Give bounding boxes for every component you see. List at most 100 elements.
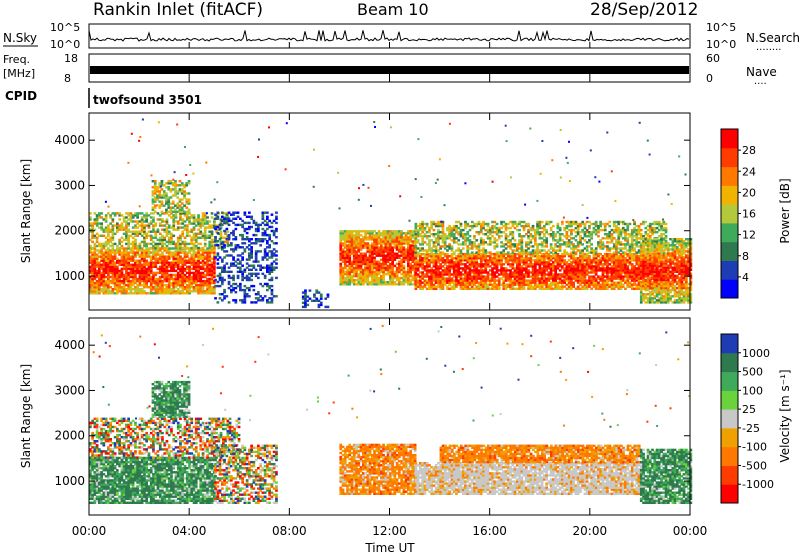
power-cell: [149, 277, 153, 281]
power-cell: [203, 279, 207, 283]
power-cell: [93, 273, 97, 277]
power-cell: [109, 230, 112, 233]
power-cell: [145, 236, 148, 239]
power-cell: [326, 293, 330, 296]
power-cell: [109, 249, 112, 252]
power-cell: [567, 271, 571, 274]
power-cell: [232, 258, 235, 261]
power-cell: [174, 261, 178, 264]
power-cell: [98, 288, 101, 291]
power-cell: [162, 194, 166, 197]
power-cell: [398, 236, 401, 239]
power-cell: [348, 258, 352, 261]
power-cell: [275, 229, 278, 233]
power-cell: [201, 253, 205, 256]
power-cell: [170, 232, 173, 235]
power-cell: [118, 290, 121, 293]
power-cell: [339, 266, 343, 270]
power-cell: [91, 286, 94, 289]
power-cell: [170, 238, 173, 242]
power-cell: [147, 292, 151, 295]
power-cell: [201, 220, 205, 223]
power-cell: [194, 236, 198, 239]
power-cell: [145, 275, 148, 279]
power-cell: [104, 292, 108, 295]
power-cell: [156, 244, 160, 248]
power-cell: [185, 267, 189, 271]
power-cell: [181, 251, 185, 254]
power-cell: [341, 232, 345, 235]
power-cell: [364, 256, 367, 259]
power-cell: [138, 267, 142, 271]
power-cell: [163, 292, 167, 295]
power-cell: [154, 244, 158, 248]
power-cell: [109, 255, 112, 258]
power-cell: [450, 265, 454, 268]
power-cell: [176, 292, 180, 295]
power-cell: [140, 220, 144, 223]
power-cell: [181, 271, 185, 275]
power-cell: [104, 228, 108, 231]
power-cell: [91, 224, 94, 227]
power-cell: [270, 229, 274, 233]
power-cell: [143, 279, 146, 283]
power-cell: [594, 271, 598, 274]
power-cell: [109, 222, 112, 225]
power-cell: [181, 279, 185, 283]
power-cell: [208, 279, 212, 283]
power-cell: [151, 200, 155, 203]
power-cell: [203, 228, 207, 231]
cpid-text: twofsound 3501: [93, 93, 202, 107]
power-cell: [179, 214, 182, 217]
power-cell: [352, 254, 356, 257]
power-cell: [95, 273, 99, 277]
power-cell: [343, 230, 347, 233]
power-cell: [104, 218, 108, 221]
power-cell: [138, 269, 142, 273]
power-cell: [352, 256, 356, 259]
power-cell: [216, 231, 220, 235]
power-cell: [203, 238, 207, 242]
power-cell: [350, 270, 354, 274]
power-cell: [585, 287, 589, 290]
power-cell: [154, 281, 158, 285]
power-cell: [118, 281, 121, 285]
power-cell: [147, 251, 151, 254]
power-cell: [109, 279, 112, 283]
power-cell: [493, 281, 497, 284]
power-cell: [100, 212, 103, 215]
power-cell: [127, 288, 130, 291]
power-cell: [147, 230, 151, 233]
power-cell: [131, 226, 135, 229]
power-cell: [163, 236, 167, 239]
power-cell: [158, 277, 162, 281]
power-cell: [594, 281, 598, 284]
power-cell: [203, 216, 207, 219]
power-cell: [190, 246, 194, 250]
power-cell: [194, 232, 198, 235]
power-cell: [619, 275, 623, 278]
power-cell: [102, 230, 106, 233]
power-cell: [359, 256, 363, 259]
power-cell: [127, 259, 130, 262]
power-cell: [143, 273, 146, 277]
power-cell: [213, 273, 216, 277]
power-cell: [89, 277, 92, 281]
power-cell: [107, 232, 110, 235]
power-cell: [206, 271, 209, 275]
power-cell: [411, 236, 415, 239]
power-cell: [156, 292, 160, 295]
power-cell: [143, 236, 146, 239]
power-cell: [223, 217, 226, 220]
power-cell: [160, 184, 164, 187]
power-cell: [89, 222, 92, 225]
power-cell: [158, 284, 162, 287]
power-cell: [234, 244, 238, 247]
power-cell: [118, 288, 121, 291]
power-cell: [179, 246, 182, 250]
power-cell: [154, 290, 158, 293]
power-cell: [93, 267, 97, 271]
power-cell: [125, 226, 128, 229]
power-cell: [138, 277, 142, 281]
power-cell: [402, 240, 406, 243]
